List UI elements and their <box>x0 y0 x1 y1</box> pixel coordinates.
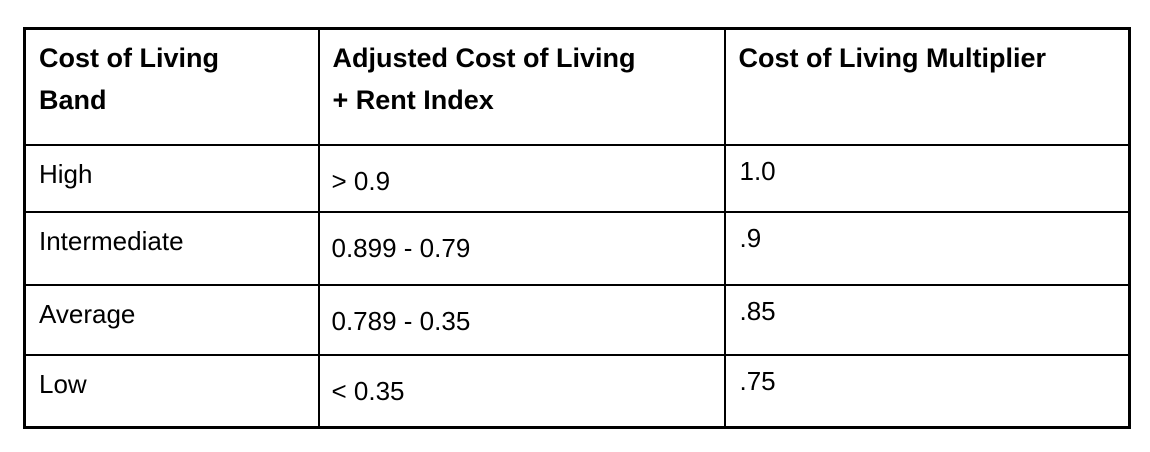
column-header-multiplier-line1: Cost of Living Multiplier <box>738 43 1046 73</box>
column-header-band-line1: Cost of Living <box>39 43 219 73</box>
table-row: High > 0.9 1.0 <box>23 143 1131 213</box>
column-header-index-line2: + Rent Index <box>332 84 494 115</box>
table-row: Low < 0.35 .75 <box>23 353 1131 429</box>
cell-index-range: 0.899 - 0.79 <box>317 210 726 286</box>
column-header-index: Adjusted Cost of Living + Rent Index <box>317 27 726 146</box>
cost-of-living-table: Cost of Living Band Adjusted Cost of Liv… <box>23 27 1131 429</box>
column-header-index-line1: Adjusted Cost of Living <box>332 43 636 73</box>
cell-multiplier: .75 <box>723 353 1131 429</box>
cell-index-range: < 0.35 <box>317 353 726 429</box>
column-header-band-line2: Band <box>39 84 107 115</box>
cell-index-range: > 0.9 <box>317 143 726 213</box>
cell-band: High <box>23 143 320 213</box>
column-header-multiplier: Cost of Living Multiplier <box>723 27 1131 146</box>
cell-multiplier: 1.0 <box>723 143 1131 213</box>
header-row: Cost of Living Band Adjusted Cost of Liv… <box>23 27 1131 146</box>
cell-band: Average <box>23 283 320 356</box>
table-row: Intermediate 0.899 - 0.79 .9 <box>23 210 1131 286</box>
cell-multiplier: .85 <box>723 283 1131 356</box>
cell-index-range: 0.789 - 0.35 <box>317 283 726 356</box>
table-row: Average 0.789 - 0.35 .85 <box>23 283 1131 356</box>
cell-band: Intermediate <box>23 210 320 286</box>
cell-multiplier: .9 <box>723 210 1131 286</box>
column-header-band: Cost of Living Band <box>23 27 320 146</box>
cell-band: Low <box>23 353 320 429</box>
